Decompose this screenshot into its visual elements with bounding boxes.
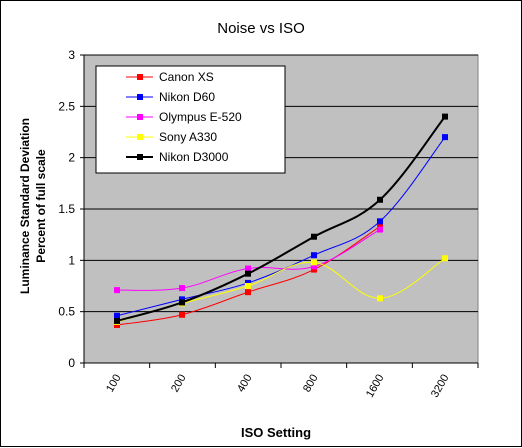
data-point-olympus-e-520: [114, 287, 120, 294]
data-point-nikon-d60: [114, 312, 120, 319]
data-point-canon-xs: [377, 223, 383, 230]
y-tick-label: 1.5: [58, 202, 75, 216]
x-tick-labels: 100 200 400 800 1600 3200: [83, 363, 479, 400]
data-point-nikon-d3000: [311, 233, 317, 240]
data-point-canon-xs: [311, 266, 317, 273]
x-tick-label: 400: [235, 373, 255, 395]
y-axis-title-line-1: Luminance Standard Deviation: [18, 118, 32, 294]
data-point-sony-a330: [442, 255, 448, 262]
y-axis-title: Luminance Standard Deviation Percent of …: [18, 118, 48, 294]
legend-label-olympus-e-520: Olympus E-520: [159, 110, 242, 124]
x-tick-label: 200: [169, 373, 189, 395]
data-point-nikon-d60: [311, 252, 317, 259]
y-tick-label: 2: [68, 151, 75, 165]
data-point-nikon-d60: [377, 218, 383, 225]
x-tick-label: 3200: [429, 373, 452, 400]
data-point-nikon-d3000: [377, 196, 383, 203]
series-markers: [114, 113, 448, 329]
data-point-sony-a330: [245, 283, 251, 289]
data-point-olympus-e-520: [311, 263, 317, 270]
legend-marker-canon-xs: [137, 74, 143, 80]
y-tick-label: 3: [68, 48, 75, 62]
x-tick-label: 1600: [364, 373, 387, 400]
legend-marker-nikon-d60: [137, 94, 143, 100]
data-point-olympus-e-520: [179, 285, 185, 292]
data-point-nikon-d3000: [114, 317, 120, 324]
data-point-canon-xs: [245, 289, 251, 296]
data-point-nikon-d60: [179, 296, 185, 303]
data-point-sony-a330: [377, 295, 383, 302]
x-axis-title: ISO Setting: [241, 425, 311, 440]
legend-marker-sony-a330: [137, 134, 143, 140]
y-tick-label: 0: [68, 356, 75, 370]
y-tick-label: 0.5: [58, 305, 75, 319]
data-point-nikon-d3000: [245, 270, 251, 277]
y-axis-title-line-2: Percent of full scale: [34, 149, 48, 263]
data-point-nikon-d60: [442, 134, 448, 141]
data-point-olympus-e-520: [377, 226, 383, 233]
x-tick-label: 100: [104, 373, 124, 395]
legend-label-nikon-d60: Nikon D60: [159, 90, 215, 104]
y-tick-label: 2.5: [58, 99, 75, 113]
data-point-nikon-d3000: [179, 299, 185, 306]
legend: Canon XS Nikon D60 Olympus E-520 Sony A330 N…: [95, 65, 286, 174]
legend-marker-nikon-d3000: [137, 154, 143, 160]
legend-label-sony-a330: Sony A330: [159, 130, 217, 144]
data-point-canon-xs: [114, 322, 120, 329]
legend-label-canon-xs: Canon XS: [159, 70, 214, 84]
chart-title: Noise vs ISO: [217, 20, 305, 37]
y-tick-labels: 0 0.5 1 1.5 2 2.5 3: [58, 48, 84, 370]
legend-box: [95, 65, 286, 174]
series-line-nikon-d3000: [116, 115, 446, 322]
data-point-canon-xs: [179, 311, 185, 318]
data-point-nikon-d3000: [442, 113, 448, 120]
data-point-sony-a330: [311, 259, 317, 266]
y-tick-label: 1: [68, 253, 75, 267]
data-point-olympus-e-520: [245, 265, 251, 272]
x-tick-label: 800: [301, 373, 321, 395]
legend-label-nikon-d3000: Nikon D3000: [159, 150, 229, 164]
legend-marker-olympus-e-520: [137, 114, 143, 120]
data-point-nikon-d60: [245, 279, 251, 286]
